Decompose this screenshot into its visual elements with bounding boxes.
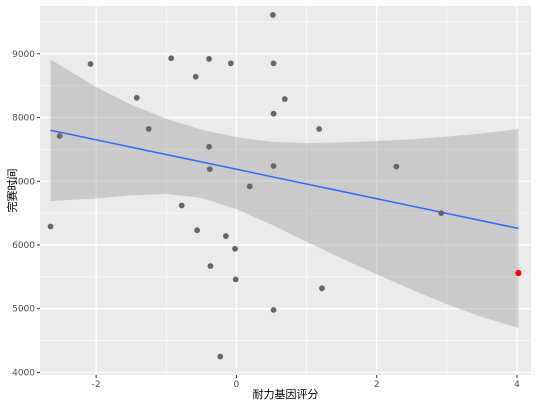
y-axis-title: 完赛时间: [5, 169, 19, 213]
data-points: [47, 12, 522, 360]
y-tick-label: 5000: [12, 305, 35, 315]
x-tick-label: 4: [514, 380, 520, 390]
data-point: [168, 55, 175, 62]
data-point: [246, 183, 253, 190]
y-tick-label: 4000: [12, 368, 35, 378]
data-point: [316, 126, 323, 132]
confidence-band: [50, 59, 519, 328]
x-axis-ticks: -2 0 2 4: [92, 375, 520, 390]
minor-gridlines: [40, 6, 531, 375]
data-point: [56, 133, 63, 139]
y-axis-ticks: 4000 5000 6000 7000 8000 9000: [12, 50, 40, 378]
x-axis-title: 耐力基因评分: [253, 388, 319, 401]
data-point: [194, 227, 201, 234]
data-point: [227, 60, 234, 67]
data-point: [206, 143, 212, 150]
data-point: [393, 163, 400, 170]
data-point: [207, 263, 214, 269]
panel-background: [40, 6, 531, 375]
data-point: [270, 60, 277, 67]
data-point: [281, 96, 288, 102]
data-point: [133, 94, 140, 101]
data-point: [217, 353, 224, 360]
data-point: [145, 126, 152, 132]
data-point: [438, 210, 445, 217]
data-point: [270, 163, 277, 169]
data-point: [232, 245, 238, 252]
x-tick-label: -2: [92, 380, 101, 390]
data-point: [192, 73, 199, 80]
x-tick-label: 0: [234, 380, 240, 390]
data-point: [178, 202, 185, 209]
data-point: [87, 61, 94, 67]
data-point: [206, 55, 212, 62]
data-point: [222, 233, 229, 239]
data-point: [232, 276, 239, 283]
y-tick-label: 7000: [12, 177, 35, 187]
x-tick-label: 2: [374, 380, 380, 390]
y-tick-label: 9000: [12, 50, 35, 60]
y-tick-label: 8000: [12, 114, 35, 124]
data-point: [319, 285, 325, 292]
data-point: [269, 12, 276, 18]
data-point: [47, 223, 54, 230]
data-point: [270, 110, 277, 117]
data-point: [270, 307, 277, 313]
data-point: [206, 166, 213, 173]
major-gridlines: [40, 6, 531, 375]
y-tick-label: 6000: [12, 241, 35, 251]
highlight-point: [515, 269, 522, 277]
